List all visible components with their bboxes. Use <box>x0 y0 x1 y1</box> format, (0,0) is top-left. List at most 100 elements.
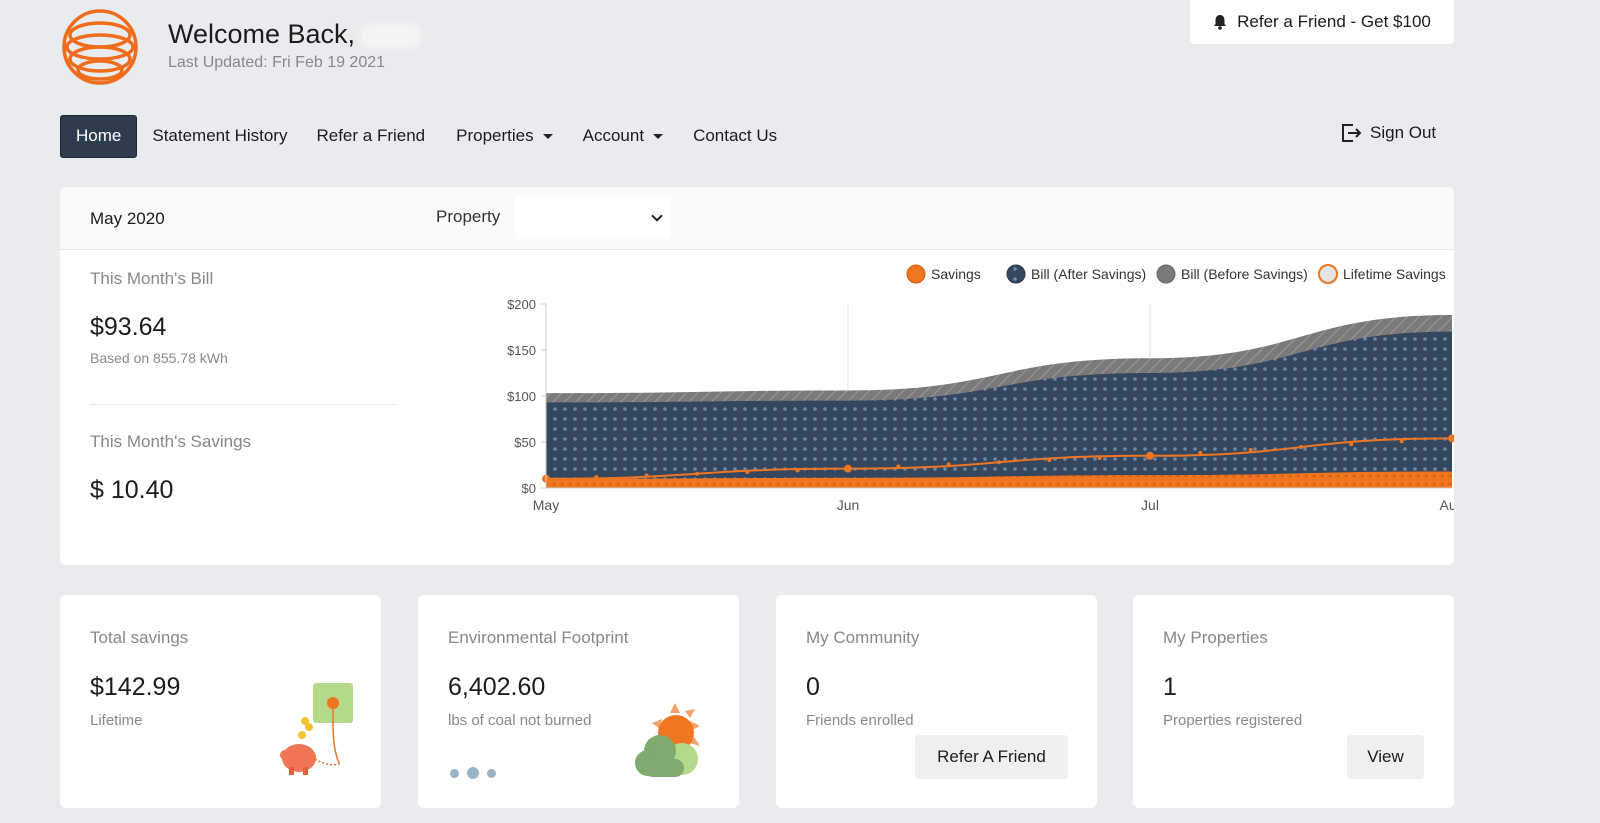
bell-icon <box>1214 15 1227 30</box>
sign-out-icon <box>1342 124 1362 142</box>
card-sub: Lifetime <box>90 712 143 729</box>
bill-summary-header: May 2020 Property <box>60 187 1454 250</box>
card-title: Total savings <box>90 628 189 647</box>
savings-amount: $ 10.40 <box>90 476 174 504</box>
nav-account-label: Account <box>582 126 645 145</box>
lifetime-savings-point <box>1146 451 1154 460</box>
environmental-footprint-card: Environmental Footprint 6,402.60 lbs of … <box>418 595 739 808</box>
y-tick-label: $0 <box>522 481 536 496</box>
lifetime-savings-minor-point <box>896 464 901 469</box>
lifetime-savings-minor-point <box>695 471 699 476</box>
lifetime-savings-minor-point <box>1047 458 1052 463</box>
legend-item: Bill (Before Savings) <box>1156 264 1308 284</box>
card-title: My Community <box>806 628 920 647</box>
bill-summary-card: May 2020 Property This Month's Bill $93.… <box>60 187 1454 565</box>
lifetime-savings-point <box>1448 434 1454 443</box>
carousel-dot[interactable] <box>487 768 496 778</box>
y-tick-label: $50 <box>514 435 536 450</box>
sun-cloud-icon <box>635 703 700 777</box>
piggy-bank-icon <box>280 683 353 775</box>
lifetime-savings-minor-point <box>644 473 649 478</box>
lifetime-savings-minor-point <box>946 462 951 467</box>
lifetime-savings-minor-point <box>1299 445 1303 450</box>
card-sub: lbs of coal not burned <box>448 712 592 729</box>
lifetime-savings-minor-point <box>1248 447 1253 452</box>
legend-swatch <box>1006 264 1026 284</box>
card-sub: Friends enrolled <box>806 712 914 729</box>
chart-legend: Savings Bill (After Savings) Bill (Before … <box>906 264 1446 284</box>
lifetime-savings-minor-point <box>1097 455 1102 460</box>
savings-label: This Month's Savings <box>90 432 252 451</box>
card-value: $142.99 <box>90 673 181 701</box>
nav-properties[interactable]: Properties <box>441 115 567 158</box>
chevron-down-icon <box>542 133 553 139</box>
nav-refer-friend[interactable]: Refer a Friend <box>302 115 441 158</box>
x-tick-label: Jul <box>1141 497 1159 513</box>
refer-friend-top-label: Refer a Friend - Get $100 <box>1237 12 1431 31</box>
carousel-dot[interactable] <box>467 767 479 779</box>
lifetime-savings-minor-point <box>997 460 1001 465</box>
legend-swatch <box>906 264 926 284</box>
bill-amount: $93.64 <box>90 313 167 341</box>
card-value: 1 <box>1163 673 1177 701</box>
chevron-down-icon <box>653 133 664 139</box>
card-sub: Properties registered <box>1163 712 1303 729</box>
savings-area <box>546 471 1452 488</box>
lifetime-savings-minor-point <box>795 468 800 473</box>
nav-statement-history[interactable]: Statement History <box>137 115 302 158</box>
nav-statement-history-label: Statement History <box>152 126 288 145</box>
nav-properties-label: Properties <box>456 126 534 145</box>
x-tick-label: Jun <box>837 497 860 513</box>
savings-chart: $0 $50 $100 $150 $200 May Jun Jul Aug Savings Bil… <box>507 264 1454 513</box>
nav-contact-us[interactable]: Contact Us <box>678 115 792 158</box>
x-tick-label: Aug <box>1440 497 1454 513</box>
legend-swatch <box>1318 264 1338 284</box>
refer-a-friend-button[interactable]: Refer A Friend <box>915 735 1068 779</box>
nav-refer-friend-label: Refer a Friend <box>316 126 426 145</box>
redacted-name <box>361 23 422 48</box>
card-title: Environmental Footprint <box>448 628 629 647</box>
lifetime-savings-minor-point <box>1198 450 1203 455</box>
sign-out-button[interactable]: Sign Out <box>1340 122 1436 144</box>
card-value: 6,402.60 <box>448 673 546 701</box>
bill-details: This Month's Bill $93.64 Based on 855.78… <box>90 269 396 505</box>
nav-home-label: Home <box>76 126 122 145</box>
refer-friend-top-button[interactable]: Refer a Friend - Get $100 <box>1190 0 1454 44</box>
lifetime-savings-minor-point <box>1349 442 1354 447</box>
y-tick-label: $150 <box>507 343 536 358</box>
legend-label: Bill (After Savings) <box>1031 266 1146 282</box>
x-tick-label: May <box>533 497 559 513</box>
lifetime-savings-minor-point <box>1399 439 1404 444</box>
property-label: Property <box>436 207 501 226</box>
nav-home[interactable]: Home <box>60 114 138 158</box>
sign-out-label: Sign Out <box>1370 123 1437 142</box>
carousel-dot[interactable] <box>450 768 459 778</box>
y-tick-label: $100 <box>507 389 536 404</box>
bill-basis: Based on 855.78 kWh <box>90 350 228 366</box>
chart-axes: $0 $50 $100 $150 $200 May Jun Jul Aug <box>507 297 1454 513</box>
legend-label: Bill (Before Savings) <box>1181 266 1308 282</box>
carousel-dots <box>450 767 496 779</box>
legend-item: Lifetime Savings <box>1318 264 1446 284</box>
card-value: 0 <box>806 673 820 701</box>
y-tick-label: $200 <box>507 297 536 312</box>
total-savings-card: Total savings $142.99 Lifetime <box>60 595 381 808</box>
my-community-card: My Community 0 Friends enrolled Refer A … <box>776 595 1097 808</box>
last-updated: Last Updated: Fri Feb 19 2021 <box>168 54 386 71</box>
legend-item: Savings <box>906 264 981 284</box>
bill-label: This Month's Bill <box>90 269 214 288</box>
nav-contact-us-label: Contact Us <box>693 126 778 145</box>
nav-account[interactable]: Account <box>568 115 678 158</box>
welcome-heading: Welcome Back, <box>168 19 422 50</box>
property-select[interactable] <box>515 197 671 239</box>
lifetime-savings-minor-point <box>745 470 750 475</box>
legend-swatch <box>1156 264 1176 284</box>
company-logo <box>62 9 138 85</box>
chart-areas <box>542 315 1454 488</box>
divider <box>90 404 396 405</box>
my-properties-card: My Properties 1 Properties registered Vi… <box>1133 595 1454 808</box>
lifetime-savings-point <box>844 464 852 473</box>
view-properties-button[interactable]: View <box>1347 735 1424 779</box>
chevron-down-icon <box>651 210 663 222</box>
bill-after-savings-area <box>546 331 1452 488</box>
